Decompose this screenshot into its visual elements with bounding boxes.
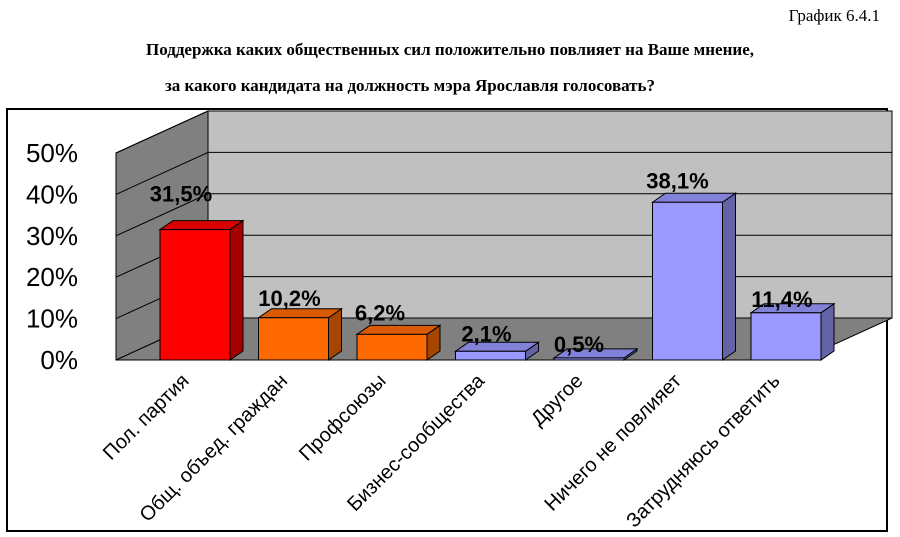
bar-top	[355, 324, 442, 335]
y-tick-label: 50%	[26, 138, 78, 168]
data-label: 6,2%	[355, 300, 405, 325]
bar-side	[229, 219, 244, 361]
chart-title-line-2: за какого кандидата на должность мэра Яр…	[164, 76, 656, 95]
bar	[356, 333, 428, 361]
data-label: 38,1%	[646, 168, 708, 193]
data-label: 0,5%	[554, 332, 604, 357]
data-label: 10,2%	[258, 286, 320, 311]
bar	[258, 317, 329, 361]
bar-side	[722, 192, 736, 361]
x-category-label: Пол. партия	[99, 370, 193, 464]
y-tick-label: 10%	[26, 304, 78, 334]
bar	[750, 312, 822, 361]
y-tick-label: 20%	[26, 262, 78, 292]
gridline	[115, 151, 892, 195]
y-tick-label: 0%	[40, 345, 78, 375]
gridline	[115, 110, 892, 154]
data-label: 31,5%	[150, 182, 212, 207]
bar-top	[650, 192, 738, 203]
y-tick-label: 40%	[26, 179, 78, 209]
data-label: 11,4%	[751, 287, 812, 312]
x-category-label: Профсоюзы	[295, 370, 390, 465]
bar-top	[158, 220, 245, 231]
chart-caption: График 6.4.1	[788, 6, 880, 25]
bar	[159, 229, 231, 361]
data-label: 2,1%	[461, 321, 511, 346]
x-category-label: Другое	[527, 370, 587, 430]
bar	[553, 357, 625, 361]
bar-side	[820, 302, 835, 361]
chart-title-line-1: Поддержка каких общественных сил положит…	[145, 40, 754, 59]
y-tick-label: 30%	[26, 221, 78, 251]
bar	[455, 350, 526, 361]
bar	[652, 201, 723, 361]
